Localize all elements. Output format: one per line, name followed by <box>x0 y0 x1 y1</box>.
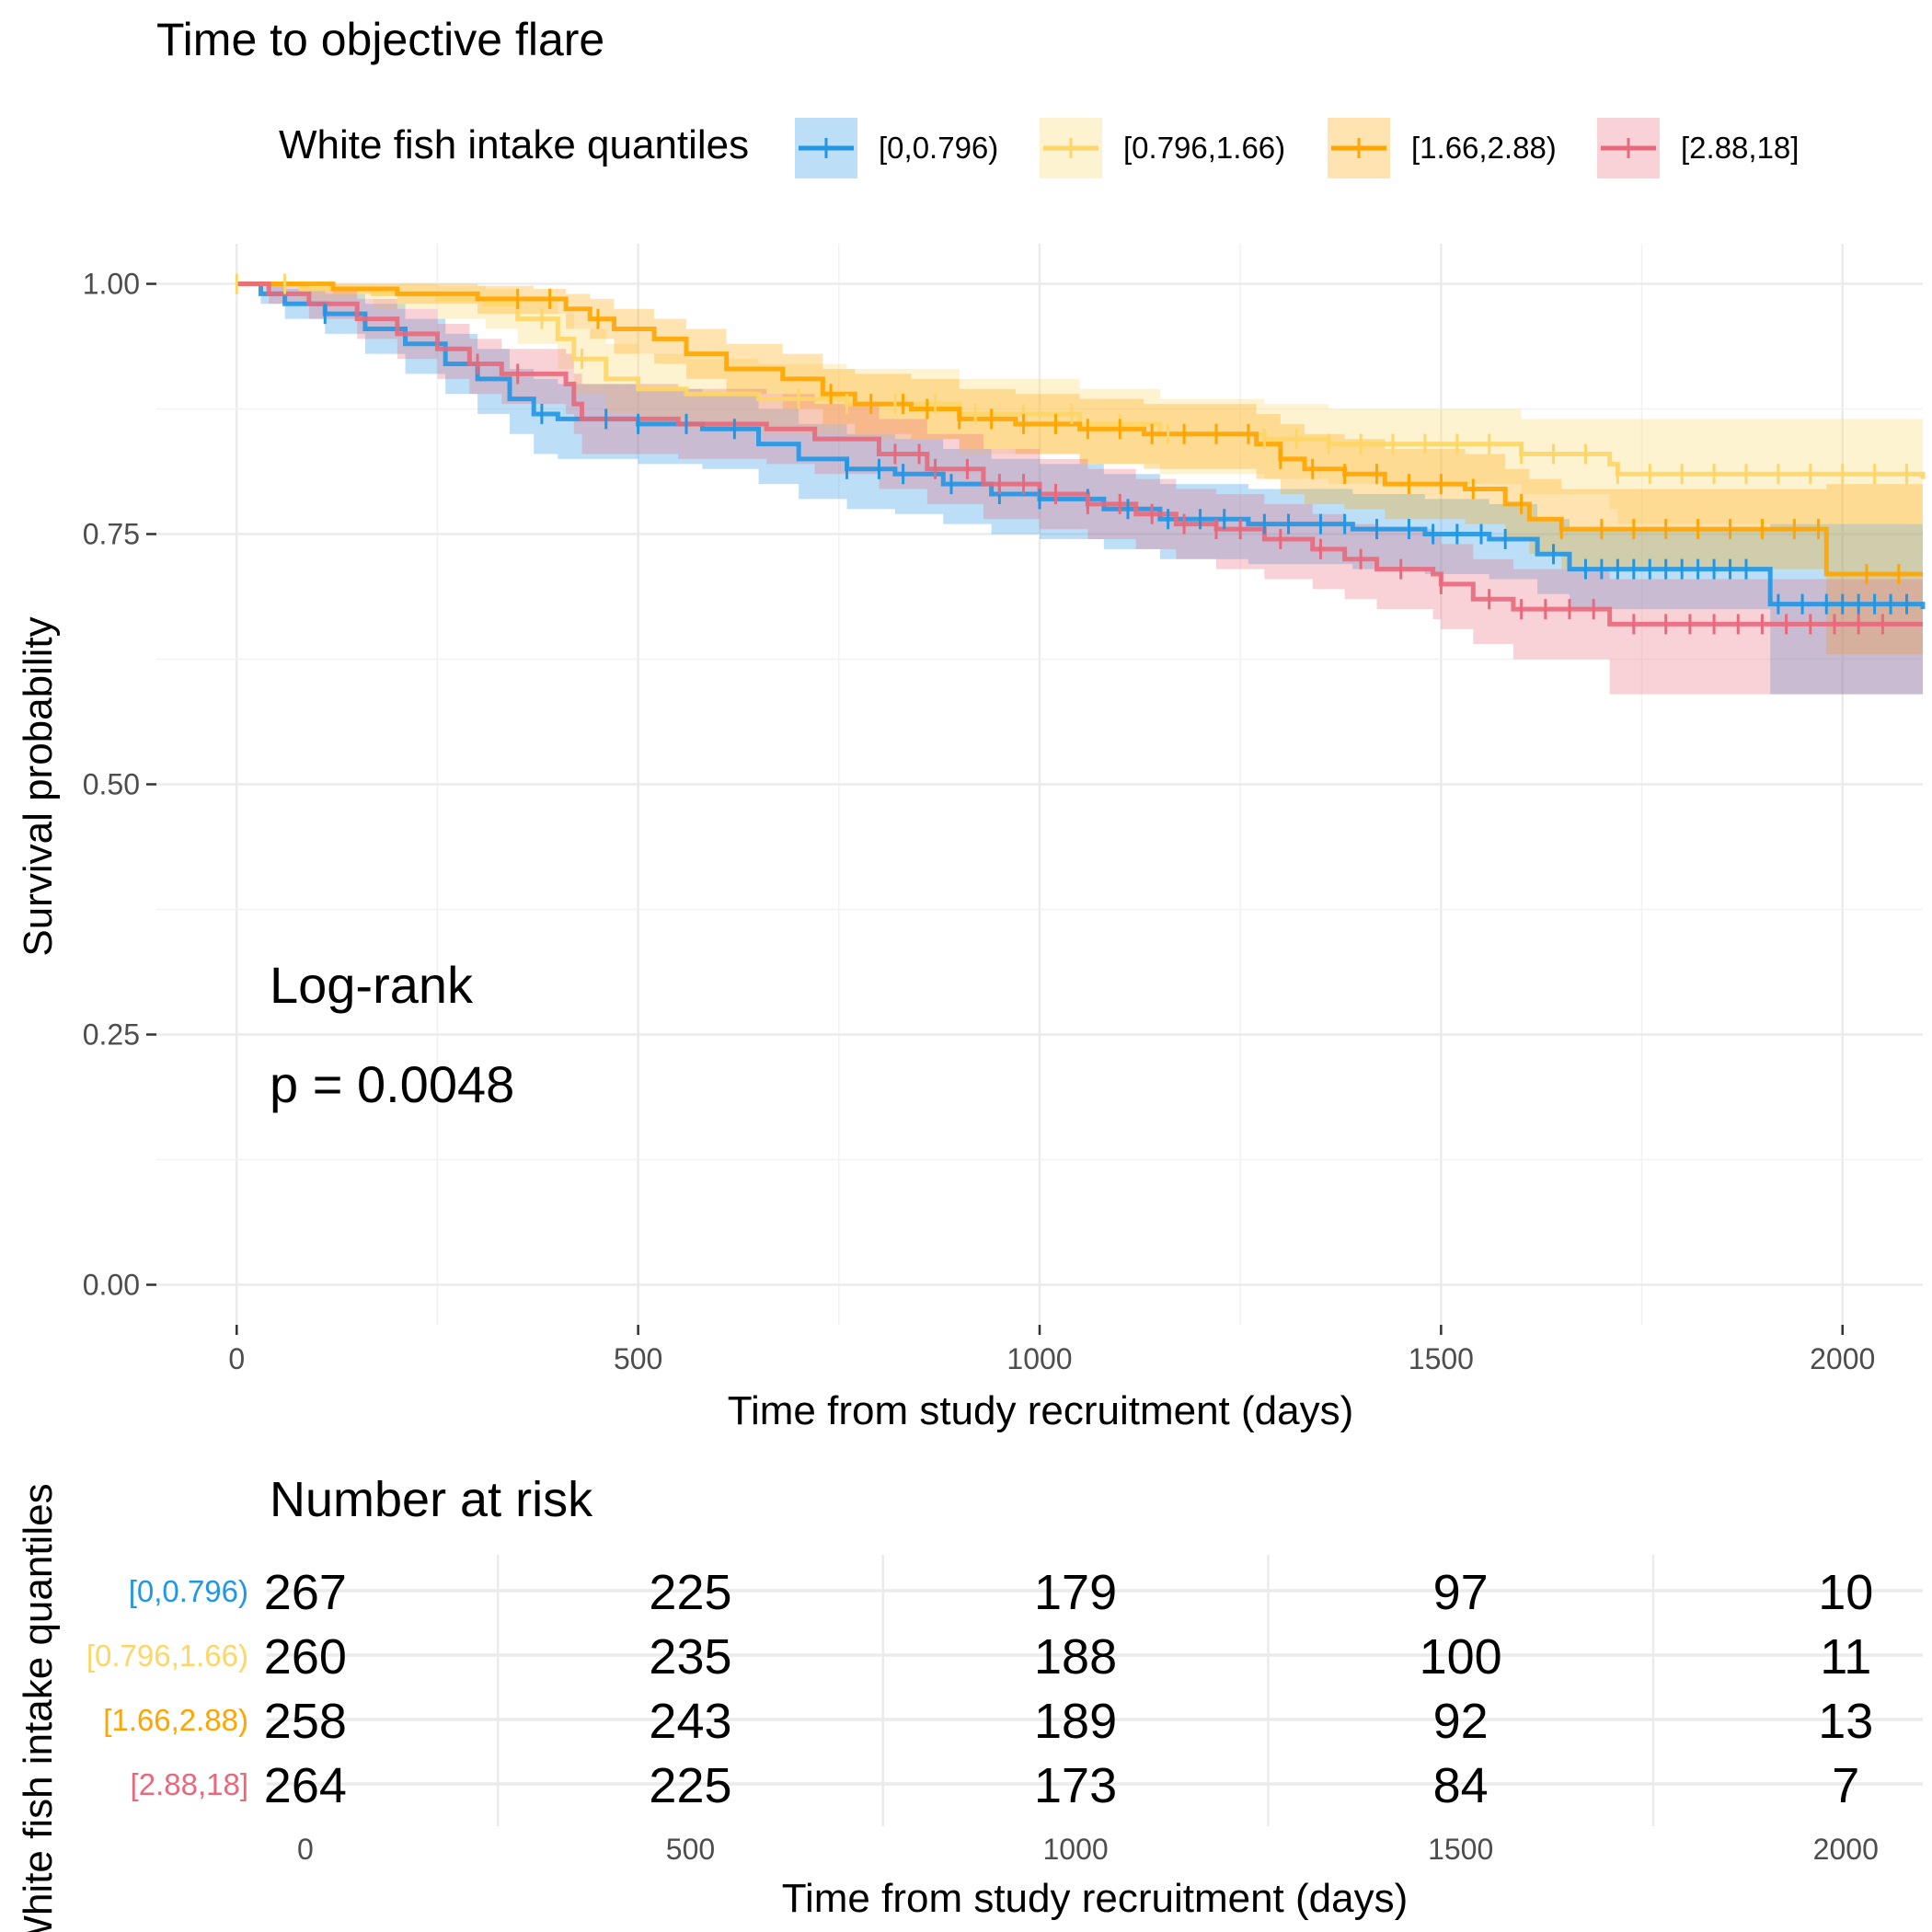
risk-table-title: Number at risk <box>270 1472 593 1527</box>
risk-cell: 84 <box>1433 1758 1489 1813</box>
chart-title: Time to objective flare <box>156 14 604 65</box>
risk-cell: 267 <box>264 1565 347 1620</box>
legend-title: White fish intake quantiles <box>279 122 749 167</box>
x-tick-label: 500 <box>614 1342 662 1375</box>
logrank-label: Log-rank <box>270 956 474 1014</box>
risk-cell: 189 <box>1034 1694 1117 1749</box>
risk-cell: 13 <box>1818 1694 1873 1749</box>
censor-marks <box>235 273 1909 635</box>
plot-axes: 0.00 0.25 0.50 0.75 1.00 0 500 1000 1500 2000 <box>83 268 1876 1375</box>
risk-cell: 97 <box>1433 1565 1489 1620</box>
ci-band <box>236 283 1924 535</box>
risk-table-values: 267 225 179 97 10 260 235 188 100 11 258 243 189 92 13… <box>264 1565 1874 1813</box>
risk-row-label: [2.88,18] <box>131 1767 248 1801</box>
risk-cell: 235 <box>649 1629 731 1685</box>
y-axis-label: Survival probability <box>16 616 61 956</box>
y-tick-label: 0.75 <box>83 518 140 551</box>
risk-cell: 260 <box>264 1629 347 1685</box>
x-tick-label: 2000 <box>1810 1342 1875 1375</box>
plot-grid <box>156 244 1923 1325</box>
risk-cell: 100 <box>1420 1629 1502 1685</box>
legend-label: [0,0.796) <box>879 131 998 165</box>
risk-row-label: [0,0.796) <box>129 1574 248 1608</box>
risk-row-label: [0.796,1.66) <box>86 1639 248 1673</box>
risk-x-tick-label: 1500 <box>1428 1833 1493 1866</box>
legend-items: [0,0.796) [0.796,1.66) [1.66,2.88) [2.88,18… <box>795 118 1799 178</box>
risk-x-tick-label: 1000 <box>1042 1833 1108 1866</box>
risk-cell: 11 <box>1820 1629 1871 1685</box>
risk-cell: 264 <box>264 1758 347 1813</box>
risk-cell: 179 <box>1034 1565 1117 1620</box>
risk-cell: 258 <box>264 1694 347 1749</box>
y-tick-label: 1.00 <box>83 268 140 301</box>
legend: White fish intake quantiles [0,0.796) [0.… <box>279 118 1799 178</box>
x-tick-label: 1000 <box>1006 1342 1072 1375</box>
risk-table-grid <box>267 1555 1923 1826</box>
risk-cell: 243 <box>649 1694 731 1749</box>
risk-row-label: [1.66,2.88) <box>103 1703 248 1737</box>
risk-x-tick-label: 2000 <box>1813 1833 1879 1866</box>
x-tick-label: 0 <box>228 1342 245 1375</box>
x-axis-label: Time from study recruitment (days) <box>728 1388 1354 1433</box>
ci-band <box>236 283 1924 695</box>
risk-table-x-ticks: 0 500 1000 1500 2000 <box>297 1833 1879 1866</box>
legend-label: [0.796,1.66) <box>1123 131 1285 165</box>
risk-cell: 173 <box>1034 1758 1117 1813</box>
risk-y-axis-label: White fish intake quantiles <box>16 1483 61 1932</box>
y-tick-label: 0.50 <box>83 768 140 801</box>
risk-x-tick-label: 0 <box>297 1833 314 1866</box>
risk-table-row-labels: [0,0.796) [0.796,1.66) [1.66,2.88) [2.88,18… <box>86 1574 248 1801</box>
risk-x-tick-label: 500 <box>666 1833 715 1866</box>
risk-cell: 7 <box>1832 1758 1859 1813</box>
legend-label: [2.88,18] <box>1681 131 1799 165</box>
legend-label: [1.66,2.88) <box>1411 131 1557 165</box>
risk-cell: 188 <box>1034 1629 1117 1685</box>
risk-cell: 92 <box>1433 1694 1489 1749</box>
ci-band <box>236 283 1924 700</box>
confidence-bands <box>236 283 1924 700</box>
y-tick-label: 0.25 <box>83 1018 140 1051</box>
logrank-pvalue: p = 0.0048 <box>270 1055 514 1113</box>
survival-curve <box>236 282 1923 627</box>
risk-cell: 225 <box>649 1565 731 1620</box>
risk-cell: 225 <box>649 1758 731 1813</box>
risk-cell: 10 <box>1818 1565 1873 1620</box>
x-tick-label: 1500 <box>1409 1342 1474 1375</box>
y-tick-label: 0.00 <box>83 1268 140 1301</box>
risk-x-axis-label: Time from study recruitment (days) <box>782 1876 1409 1921</box>
